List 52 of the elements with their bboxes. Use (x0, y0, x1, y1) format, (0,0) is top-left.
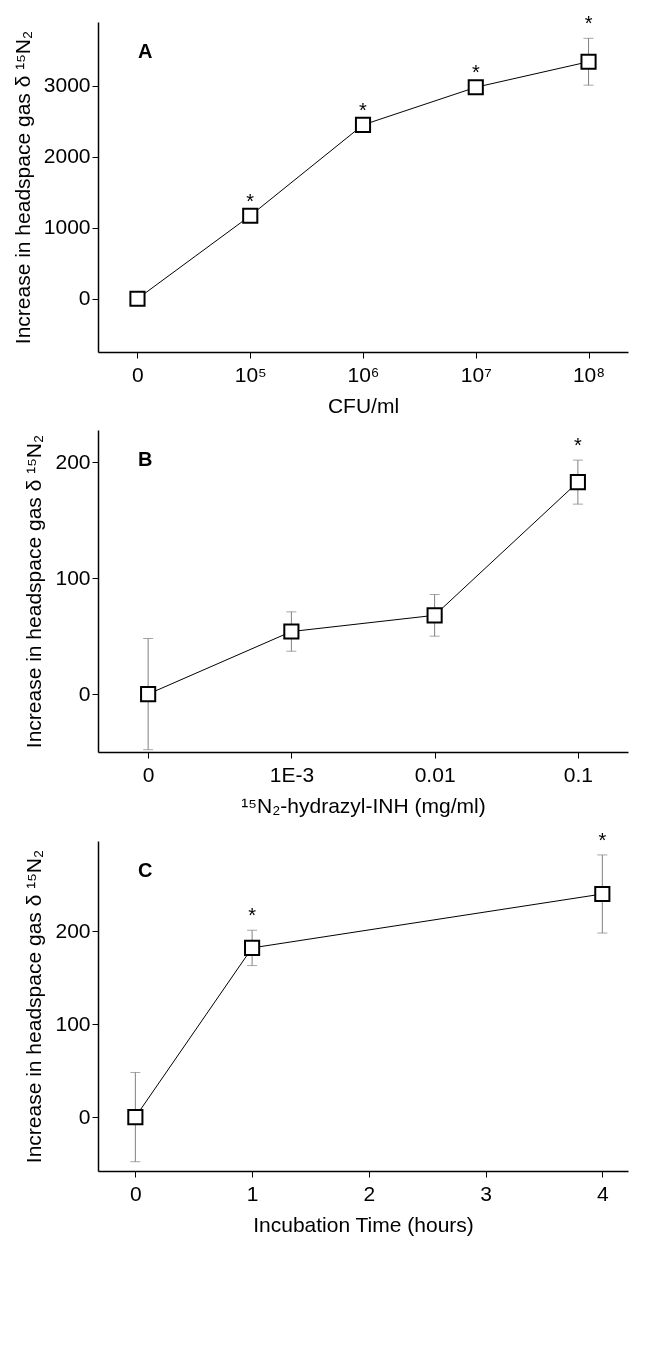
data-label: * (248, 904, 257, 927)
x-tick-label: 0 (142, 762, 155, 786)
point (244, 939, 261, 956)
x-axis-title: Incubation Time (hours) (253, 1212, 474, 1236)
x-tick-label: 10⁸ (572, 362, 606, 386)
data-label: * (598, 828, 607, 851)
y-tick-label: 200 (55, 918, 91, 942)
point (354, 116, 372, 133)
y-tick-label: 0 (78, 1104, 91, 1128)
x-tick-label: 0.1 (563, 762, 593, 786)
y-axis-title: Increase in headspace gas δ ¹⁵N₂ (22, 434, 46, 749)
y-tick-label: 1000 (43, 215, 91, 239)
x-tick-label: 10⁷ (460, 362, 492, 386)
x-tick-label: 10⁵ (234, 362, 267, 386)
y-tick-label: 0 (78, 286, 91, 310)
point (242, 207, 259, 224)
y-tick-label: 100 (55, 1011, 91, 1035)
annotation: C (138, 859, 153, 881)
y-tick-label: 0 (78, 681, 91, 705)
data-label: * (359, 98, 368, 121)
y-axis-title: Increase in headspace gas δ ¹⁵N₂ (22, 849, 46, 1164)
y-tick-label: 200 (55, 449, 91, 473)
y-tick-label: 100 (55, 565, 91, 589)
point (467, 79, 484, 96)
point (140, 686, 157, 703)
x-tick-label: 3 (480, 1181, 492, 1205)
y-axis-title: Increase in headspace gas δ ¹⁵N₂ (10, 30, 34, 345)
x-tick-label: 1E-3 (269, 762, 315, 786)
x-tick-label: 2 (363, 1181, 376, 1205)
y-tick-label: 3000 (43, 73, 91, 97)
data-label: * (471, 61, 480, 84)
x-tick-label: 10⁶ (347, 362, 380, 386)
x-tick-label: 0 (130, 1181, 142, 1205)
y-tick-label: 2000 (43, 144, 91, 168)
x-tick-label: 0.01 (414, 762, 456, 786)
x-tick-label: 4 (596, 1181, 609, 1205)
data-label: * (246, 189, 255, 212)
point (283, 623, 300, 640)
point (594, 885, 611, 903)
x-axis-title: CFU/ml (327, 393, 400, 417)
point (580, 53, 597, 70)
point (129, 290, 146, 307)
x-tick-label: 0 (132, 362, 144, 386)
annotation: A (138, 40, 153, 62)
point (426, 607, 443, 624)
point (127, 1109, 144, 1126)
annotation: B (138, 448, 153, 470)
point (569, 474, 586, 491)
data-label: * (573, 434, 582, 457)
x-axis-title: ¹⁵N₂-hydrazyl-INH (mg/ml) (241, 793, 486, 817)
data-label: * (584, 12, 593, 35)
x-tick-label: 1 (246, 1181, 259, 1205)
